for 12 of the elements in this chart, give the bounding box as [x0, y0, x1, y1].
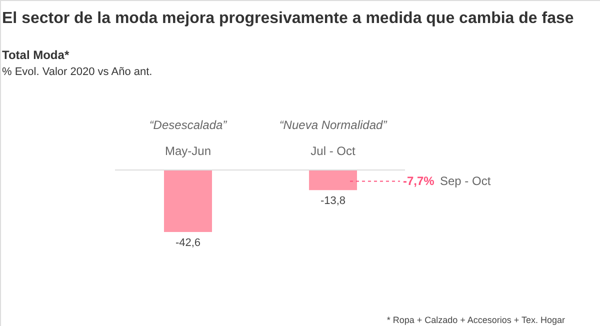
data-label: -13,8	[320, 195, 346, 208]
text: “Nueva Normalidad”	[279, 118, 388, 132]
text: * Ropa + Calzado + Accesorios + Tex. Hogar	[386, 315, 565, 325]
ref-line-label: -7,7%	[403, 174, 435, 188]
x-tick-label: Jul - Oct	[310, 144, 356, 158]
text: “Desescalada”	[149, 118, 228, 132]
chart-subtitle: Total Moda*	[2, 48, 70, 62]
chart-title: El sector de la moda mejora progresivamente a medida que cambia de fase	[2, 10, 574, 27]
text: Sep - Oct	[440, 174, 492, 188]
text: % Evol. Valor 2020 vs Año ant.	[2, 66, 152, 78]
x-tick-label: May-Jun	[164, 144, 212, 158]
data-label: -42,6	[175, 237, 201, 249]
